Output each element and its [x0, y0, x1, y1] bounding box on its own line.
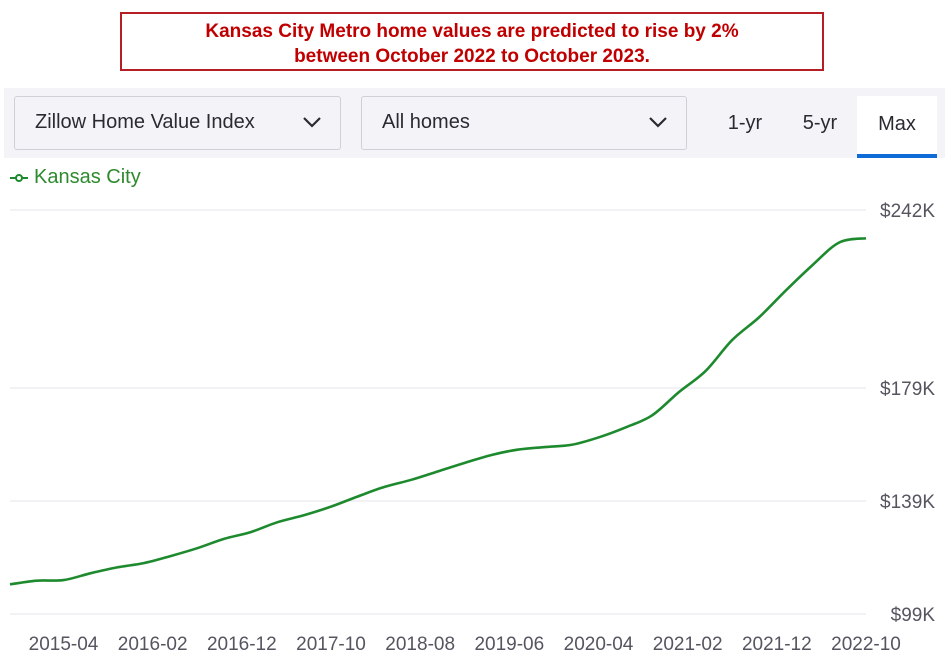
x-tick-label: 2022-10 [831, 634, 901, 655]
forecast-banner: Kansas City Metro home values are predic… [120, 12, 824, 71]
y-tick-label: $99K [891, 605, 936, 626]
x-tick-label: 2021-12 [742, 634, 812, 655]
tab-max[interactable]: Max [857, 96, 937, 158]
x-tick-label: 2020-04 [564, 634, 634, 655]
chevron-down-icon [649, 117, 667, 128]
index-dropdown-label: Zillow Home Value Index [35, 111, 255, 133]
line-marker-icon [10, 173, 28, 182]
y-tick-label: $139K [880, 492, 935, 513]
forecast-line-1: Kansas City Metro home values are predic… [205, 21, 739, 42]
x-tick-label: 2019-06 [474, 634, 544, 655]
index-dropdown[interactable]: Zillow Home Value Index [14, 96, 341, 150]
chevron-down-icon [303, 117, 321, 128]
x-tick-label: 2016-12 [207, 634, 277, 655]
chart-legend[interactable]: Kansas City [10, 166, 141, 189]
x-tick-label: 2016-02 [118, 634, 188, 655]
home-type-dropdown[interactable]: All homes [361, 96, 687, 150]
x-tick-label: 2021-02 [653, 634, 723, 655]
tab-1-yr[interactable]: 1-yr [727, 112, 763, 134]
y-tick-label: $242K [880, 201, 935, 222]
x-tick-label: 2018-08 [385, 634, 455, 655]
y-tick-label: $179K [880, 379, 935, 400]
x-tick-label: 2015-04 [29, 634, 99, 655]
series-line-kansas-city[interactable] [9, 236, 867, 586]
x-tick-label: 2017-10 [296, 634, 366, 655]
home-type-dropdown-label: All homes [382, 111, 470, 133]
legend-series-name: Kansas City [34, 166, 141, 188]
tab-5-yr[interactable]: 5-yr [802, 112, 838, 134]
chart-toolbar: Zillow Home Value Index All homes 1-yr 5… [4, 88, 945, 158]
forecast-line-2: between October 2022 to October 2023. [294, 46, 650, 67]
